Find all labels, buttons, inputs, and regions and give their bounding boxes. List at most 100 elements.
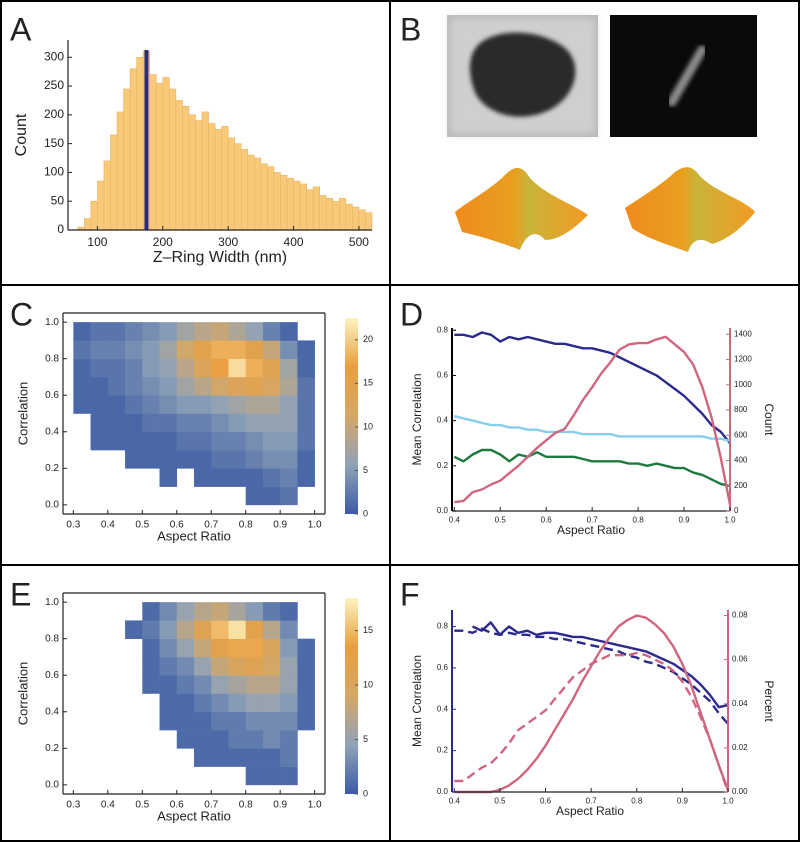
density-cell bbox=[125, 431, 143, 451]
y2-tick-label: 1400 bbox=[734, 329, 752, 338]
density-cell bbox=[91, 450, 109, 469]
density-cell bbox=[245, 450, 264, 469]
density-cell bbox=[211, 358, 229, 378]
y-tick-label: 250 bbox=[44, 78, 64, 92]
density-cell bbox=[211, 620, 229, 639]
y-tick-label: 200 bbox=[44, 107, 64, 121]
cell-silhouette bbox=[469, 32, 576, 117]
density-cell bbox=[228, 358, 247, 378]
density-cell bbox=[280, 413, 298, 433]
density-cell bbox=[228, 487, 246, 506]
density-cell bbox=[245, 748, 264, 767]
panel-label: D bbox=[400, 296, 423, 332]
density-cell bbox=[159, 322, 178, 341]
density-cell bbox=[159, 675, 178, 694]
density-cell bbox=[142, 730, 160, 749]
surface-render bbox=[455, 167, 588, 250]
y2-tick-label: 0.04 bbox=[732, 699, 748, 708]
density-cell bbox=[280, 395, 298, 414]
x-tick-label: 0.5 bbox=[495, 515, 507, 524]
density-cell bbox=[125, 712, 143, 731]
density-cell bbox=[159, 711, 178, 731]
series-line bbox=[454, 651, 730, 793]
density-cell bbox=[142, 468, 160, 487]
bar bbox=[110, 134, 118, 231]
density-cell bbox=[125, 358, 143, 378]
y-tick-label: 0.2 bbox=[45, 743, 59, 754]
density-cell bbox=[194, 748, 212, 767]
bar bbox=[247, 154, 255, 231]
colorbar-tick-label: 0 bbox=[363, 508, 368, 518]
density-cell bbox=[108, 748, 126, 767]
density-cell bbox=[91, 468, 109, 487]
density-cell bbox=[73, 468, 91, 487]
series-line bbox=[454, 414, 731, 443]
density-cell bbox=[73, 748, 91, 767]
density-cell bbox=[125, 413, 143, 433]
density-cell bbox=[73, 340, 91, 359]
density-cell bbox=[228, 638, 247, 658]
density-cell bbox=[176, 431, 195, 451]
density-cell bbox=[228, 602, 247, 621]
x-tick-label: 0.3 bbox=[66, 520, 80, 531]
density-cell bbox=[73, 767, 91, 786]
y2-tick-label: 800 bbox=[734, 405, 748, 414]
density-cell bbox=[194, 693, 212, 713]
density-cell bbox=[142, 656, 160, 676]
density-cell bbox=[108, 694, 126, 713]
y2-tick-label: 0.02 bbox=[732, 743, 748, 752]
density-cell bbox=[177, 748, 195, 767]
y-tick-label: 1.0 bbox=[45, 317, 59, 328]
x-tick-label: 1.0 bbox=[724, 515, 736, 524]
bar bbox=[195, 120, 203, 231]
density-cell bbox=[73, 657, 91, 676]
density-cell bbox=[90, 413, 109, 433]
bar bbox=[325, 198, 334, 231]
density-cell bbox=[211, 748, 229, 767]
density-cell bbox=[280, 450, 298, 469]
density-cell bbox=[245, 656, 264, 676]
density-cell bbox=[262, 468, 281, 487]
density-cell bbox=[73, 712, 91, 731]
y-tick-label: 0.8 bbox=[45, 633, 59, 644]
density-cell bbox=[245, 413, 264, 433]
y2-tick-label: 0.08 bbox=[732, 611, 748, 620]
density-cell bbox=[280, 711, 298, 731]
y-tick-label: 150 bbox=[44, 136, 64, 150]
density-cell bbox=[91, 748, 109, 767]
y-axis-label: Correlation bbox=[15, 662, 30, 726]
bar bbox=[208, 123, 216, 231]
density-cell bbox=[211, 730, 229, 749]
density-cell bbox=[107, 340, 126, 359]
bar bbox=[358, 209, 366, 231]
density-cell bbox=[211, 711, 229, 731]
density-cell bbox=[194, 767, 212, 786]
y-tick-label: 0.6 bbox=[45, 390, 59, 401]
density-cell bbox=[176, 322, 195, 341]
density-cell bbox=[211, 656, 229, 676]
density-cell bbox=[194, 322, 212, 341]
density-cell bbox=[228, 748, 247, 767]
density-cell bbox=[177, 767, 195, 786]
density-cell bbox=[194, 395, 212, 414]
density-cell bbox=[262, 486, 281, 506]
y-tick-label: 0.6 bbox=[437, 371, 449, 380]
density-cell bbox=[142, 638, 160, 658]
density-cell bbox=[91, 694, 109, 713]
density-cell bbox=[91, 639, 109, 658]
density-cell bbox=[90, 431, 109, 451]
colorbar-tick-label: 0 bbox=[363, 788, 368, 798]
density-cell bbox=[91, 620, 109, 639]
density-cell bbox=[142, 395, 160, 414]
density-cell bbox=[297, 431, 315, 451]
density-cell bbox=[108, 487, 126, 506]
density-cell bbox=[91, 767, 109, 786]
density-cell bbox=[194, 730, 212, 749]
density-cell bbox=[108, 712, 126, 731]
density-cell bbox=[228, 693, 247, 713]
density-cell bbox=[142, 322, 160, 341]
density-cell bbox=[211, 322, 229, 341]
density-cell bbox=[73, 376, 91, 396]
density-cell bbox=[160, 730, 178, 749]
